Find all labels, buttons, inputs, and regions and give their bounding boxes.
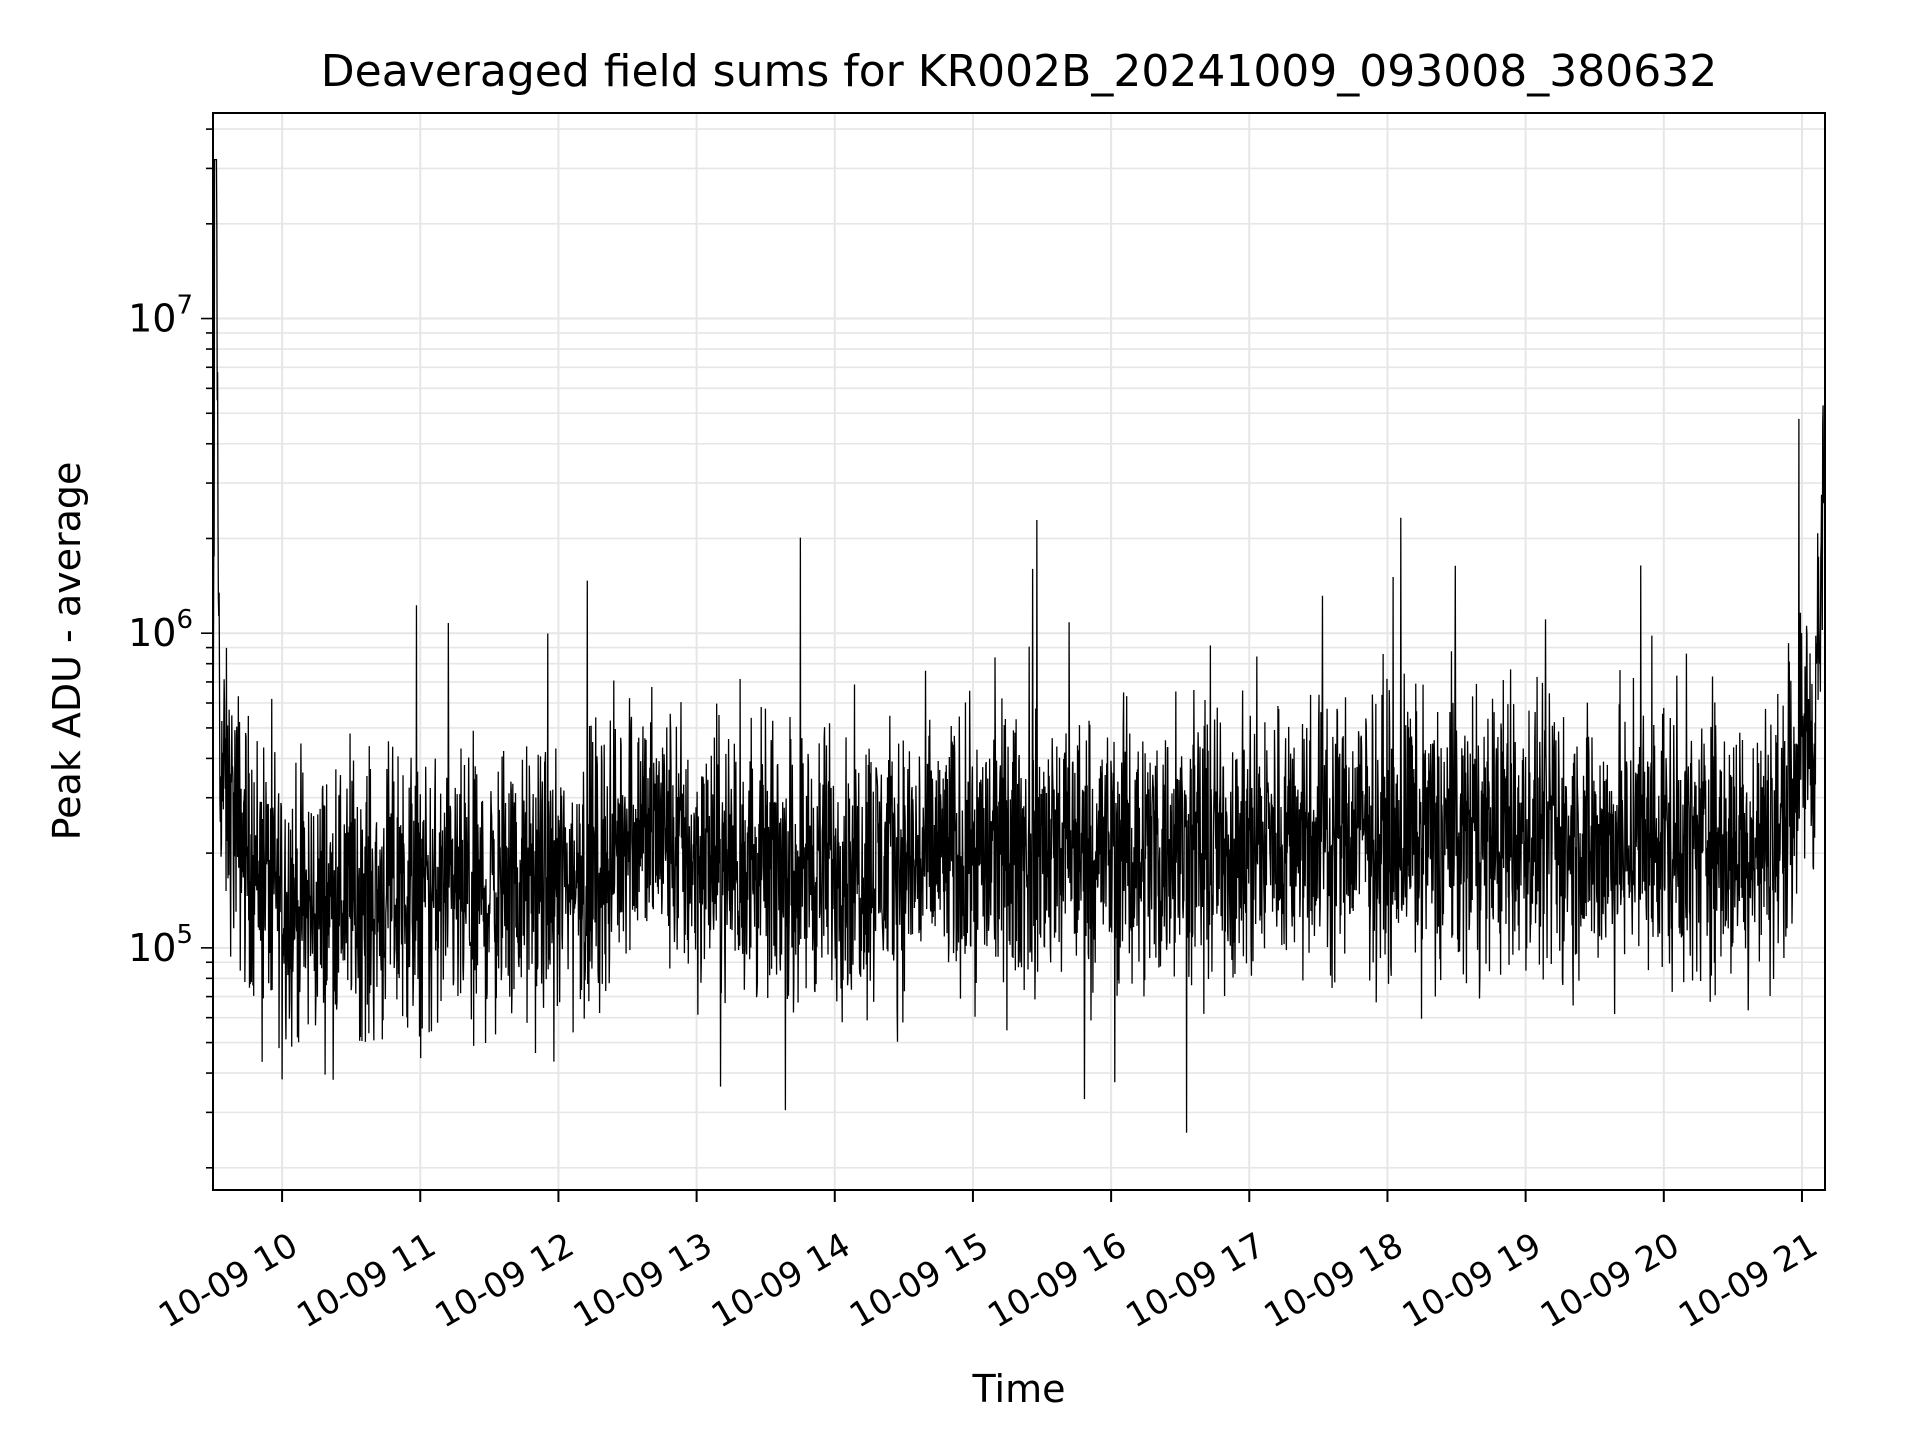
y-tick-label: 107	[128, 291, 193, 341]
y-tick-label: 105	[128, 920, 193, 970]
y-axis-label: Peak ADU - average	[45, 462, 89, 841]
plot-area	[212, 158, 1825, 1133]
y-tick-label: 106	[128, 605, 193, 655]
grid	[213, 113, 1825, 1190]
chart-title: Deaveraged field sums for KR002B_2024100…	[321, 46, 1717, 97]
plot-frame	[212, 112, 1826, 1191]
y-axis: 105 106 107	[128, 128, 213, 1169]
series-line	[212, 158, 1825, 1133]
x-axis-label: Time	[972, 1367, 1066, 1411]
